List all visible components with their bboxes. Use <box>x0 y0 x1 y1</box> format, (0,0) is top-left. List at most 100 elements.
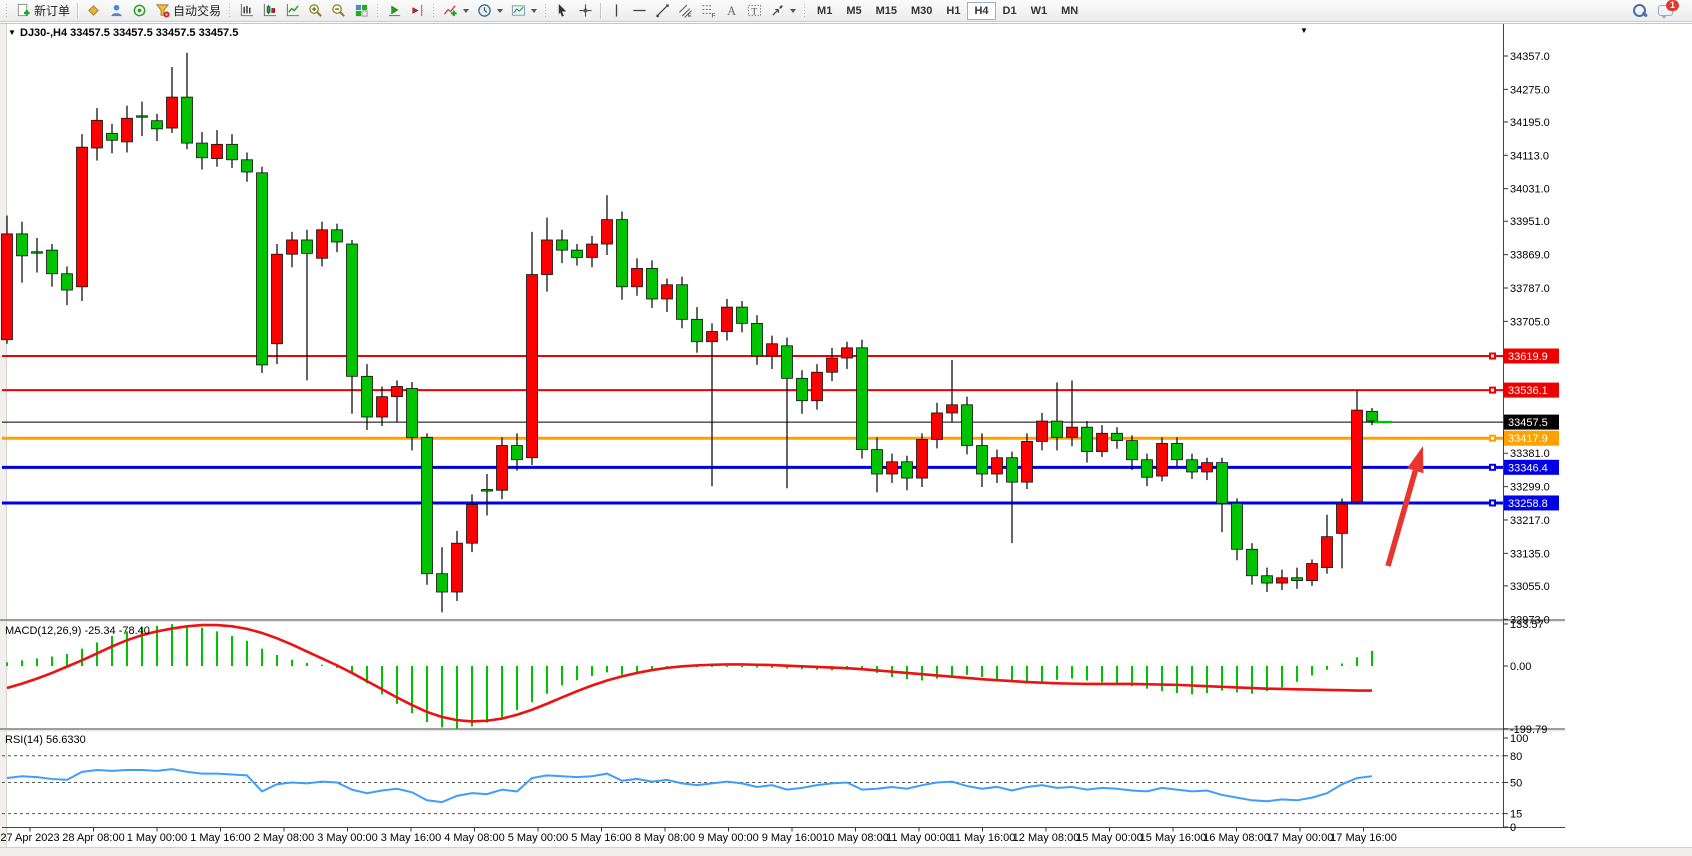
text-icon: A <box>727 4 736 18</box>
candle-body <box>901 461 913 479</box>
toolbar-right-group: 1 <box>1632 0 1690 19</box>
timeframe-button-H4[interactable]: H4 <box>967 1 996 20</box>
crosshair-button[interactable] <box>574 1 597 21</box>
svg-text:E: E <box>688 13 692 18</box>
time-tick-label: 28 Apr 08:00 <box>62 832 124 844</box>
candle-body <box>1051 420 1063 438</box>
candle-body <box>601 219 613 245</box>
one-click-collapse-arrow[interactable]: ▼ <box>8 28 16 37</box>
candle-body <box>1036 420 1048 442</box>
candle-body <box>736 306 748 324</box>
candle-body <box>1216 462 1228 504</box>
candle-body <box>991 457 1003 475</box>
svg-text:T: T <box>751 6 757 17</box>
toolbar-grip <box>432 3 437 18</box>
vertical-line-icon <box>615 4 618 17</box>
equidistant-channel-button[interactable]: E <box>674 1 697 21</box>
candle-body <box>826 357 838 373</box>
price-tick-label: 33055.0 <box>1510 581 1550 593</box>
market-watch-button[interactable] <box>82 1 105 21</box>
arrows-tool-button[interactable] <box>766 1 800 21</box>
price-axis[interactable]: 34357.0 34275.0 34195.0 34113.0 34031.0 33951… <box>1489 51 1559 626</box>
candlestick-chart-button[interactable] <box>258 1 281 21</box>
candle-body <box>1021 441 1033 483</box>
candle-body <box>1006 457 1018 483</box>
line-chart-button[interactable] <box>281 1 304 21</box>
price-tick-label: 32973.0 <box>1510 614 1550 626</box>
auto-scroll-button[interactable] <box>383 1 406 21</box>
candle-body <box>76 146 88 288</box>
candle-body <box>1156 443 1168 477</box>
signal-icon <box>133 4 146 17</box>
candle-body <box>796 377 808 402</box>
timeframe-button-M5[interactable]: M5 <box>839 2 868 20</box>
notifications-button[interactable]: 1 <box>1658 0 1679 19</box>
macd-pane: 133.57 0.00 -199.79 MACD(12,26,9) -25.34 -7… <box>5 619 1547 736</box>
periods-button[interactable] <box>473 1 507 21</box>
horizontal-line-icon <box>633 9 646 12</box>
macd-signal-line <box>6 623 1372 723</box>
templates-button[interactable] <box>507 1 541 21</box>
candle-body <box>1276 577 1288 584</box>
templates-icon <box>511 5 526 16</box>
clock-icon <box>478 4 491 17</box>
time-tick-label: 2 May 08:00 <box>254 832 315 844</box>
candle-body <box>976 445 988 475</box>
arrow-head <box>1407 446 1424 474</box>
candle-body <box>436 573 448 593</box>
price-badge <box>1504 348 1559 364</box>
annotation-arrow[interactable] <box>1385 446 1424 592</box>
zoom-out-button[interactable] <box>327 1 350 21</box>
time-tick-label: 11 May 16:00 <box>950 832 1016 844</box>
tile-windows-button[interactable] <box>350 1 373 21</box>
chat-bubble-tail <box>1661 15 1667 19</box>
timeframe-button-W1[interactable]: W1 <box>1024 2 1055 20</box>
chart-expand-arrow[interactable]: ▼ <box>1300 26 1308 35</box>
candle-body <box>1306 563 1318 582</box>
community-button[interactable] <box>105 1 128 21</box>
zoom-in-icon <box>309 4 322 17</box>
text-label-icon: T <box>747 4 762 17</box>
timeframe-button-M15[interactable]: M15 <box>869 2 904 20</box>
candle-body <box>541 239 553 275</box>
timeframe-button-H1[interactable]: H1 <box>939 2 967 20</box>
new-order-button[interactable]: 新订单 <box>12 1 74 21</box>
candle-body <box>196 142 208 159</box>
vertical-line-button[interactable] <box>605 1 628 21</box>
candle-body <box>571 249 583 258</box>
candle-body <box>46 249 58 275</box>
trendline-button[interactable] <box>651 1 674 21</box>
candle-body <box>676 284 688 320</box>
candle-body <box>481 489 493 492</box>
indicators-button[interactable] <box>439 1 473 21</box>
time-tick-label: 11 May 00:00 <box>886 832 952 844</box>
zoom-out-icon <box>332 4 345 17</box>
line-chart-icon <box>286 3 300 17</box>
time-axis[interactable]: 27 Apr 2023 28 Apr 08:00 1 May 00:00 1 May … <box>0 827 1397 845</box>
chart-shift-button[interactable] <box>406 1 429 21</box>
search-icon[interactable] <box>1632 3 1649 19</box>
timeframe-button-M1[interactable]: M1 <box>810 2 839 20</box>
timeframe-button-M30[interactable]: M30 <box>904 2 939 20</box>
timeframe-button-D1[interactable]: D1 <box>996 2 1024 20</box>
bar-chart-button[interactable] <box>235 1 258 21</box>
zoom-in-button[interactable] <box>304 1 327 21</box>
horizontal-line-button[interactable] <box>628 1 651 21</box>
fibonacci-button[interactable]: F <box>697 1 720 21</box>
time-tick-label: 17 May 00:00 <box>1267 832 1334 844</box>
chart-shift-icon <box>412 4 423 17</box>
candle-body <box>1231 502 1243 550</box>
cursor-button[interactable] <box>551 1 574 21</box>
signals-button[interactable] <box>128 1 151 21</box>
candle-body <box>211 143 223 159</box>
svg-text:A: A <box>727 4 736 18</box>
price-tick-label: 33869.0 <box>1510 250 1550 262</box>
timeframe-button-MN[interactable]: MN <box>1054 2 1085 20</box>
price-badge <box>1504 414 1559 430</box>
autotrading-button[interactable]: 自动交易 <box>151 1 225 21</box>
candlestick-chart-icon <box>263 3 277 17</box>
candle-body <box>16 233 28 257</box>
text-label-button[interactable]: T <box>743 1 766 21</box>
text-button[interactable]: A <box>720 1 743 21</box>
